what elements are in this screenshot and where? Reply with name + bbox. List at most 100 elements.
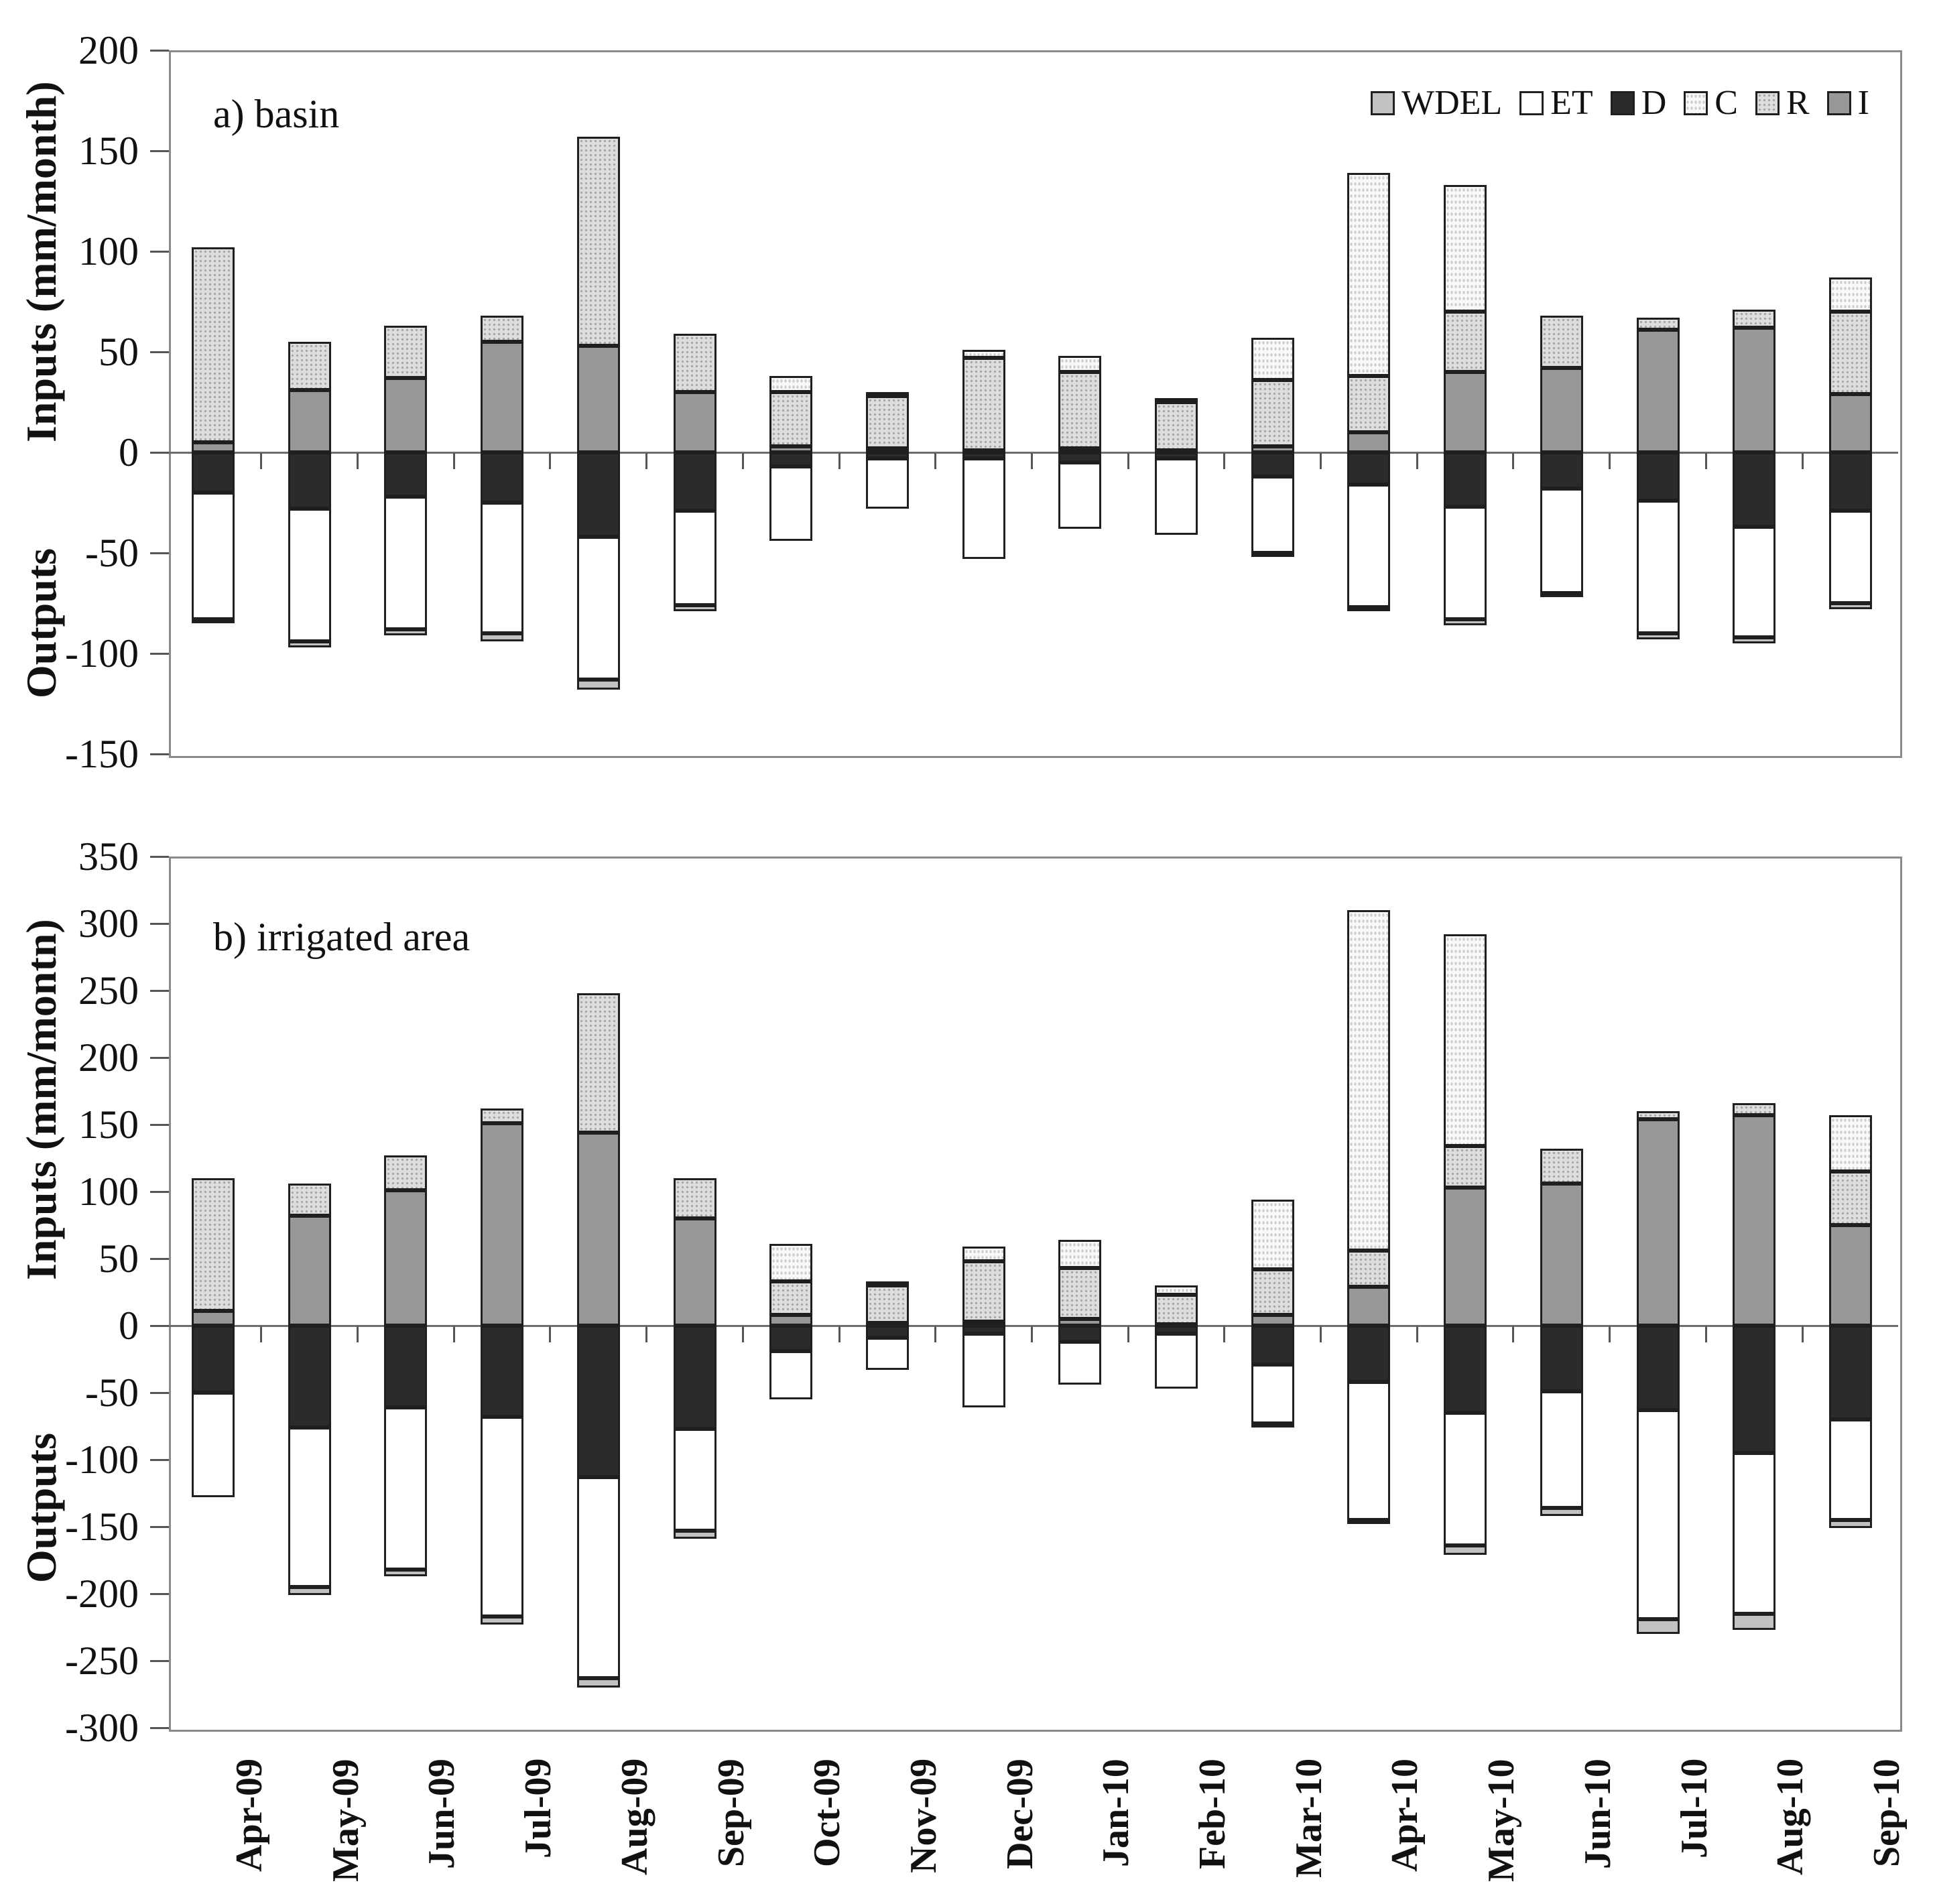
bar-segment-I xyxy=(962,1322,1005,1326)
x-axis-label: May-10 xyxy=(1481,1759,1523,1882)
bar-segment-R xyxy=(1347,1251,1391,1287)
bar-segment-C xyxy=(1058,1240,1102,1268)
y-tick-label: -150 xyxy=(65,732,139,776)
zero-axis-line xyxy=(169,1324,1898,1327)
y-tick xyxy=(150,989,169,992)
panel-a-title: a) basin xyxy=(213,92,340,136)
bar-segment-ET xyxy=(673,1429,716,1531)
bar-segment-D xyxy=(1155,1326,1198,1334)
y-tick xyxy=(150,1257,169,1260)
bar-segment-C xyxy=(1251,338,1294,380)
bar-segment-D xyxy=(1636,452,1680,501)
bar-segment-WDEL xyxy=(1347,1520,1391,1524)
x-tick xyxy=(1416,1326,1418,1342)
bar-segment-C xyxy=(1251,1200,1294,1269)
x-tick xyxy=(1223,453,1226,469)
x-tick xyxy=(357,1326,359,1342)
bar-segment-WDEL xyxy=(576,1678,620,1688)
bar-segment-R xyxy=(1733,310,1776,328)
x-axis-label: Aug-09 xyxy=(613,1758,656,1875)
legend-label-I: I xyxy=(1857,84,1869,122)
bar-segment-ET xyxy=(1540,1391,1583,1508)
legend-label-R: R xyxy=(1786,84,1810,122)
x-tick xyxy=(1609,1326,1611,1342)
y-tick-label: 0 xyxy=(119,1304,139,1348)
y-tick xyxy=(150,1190,169,1193)
x-tick xyxy=(1512,1326,1515,1342)
y-tick xyxy=(150,1123,169,1126)
x-tick xyxy=(838,1326,840,1342)
y-tick-label: 50 xyxy=(99,1236,139,1281)
bar-segment-D xyxy=(192,1326,235,1393)
legend-swatch-R xyxy=(1755,91,1780,115)
bar-segment-I xyxy=(1444,1188,1487,1326)
y-tick-label: 150 xyxy=(78,129,139,173)
bar-segment-D xyxy=(673,452,716,511)
y-tick xyxy=(150,351,169,353)
x-axis-label: Jun-10 xyxy=(1576,1759,1619,1869)
bar-segment-WDEL xyxy=(1347,607,1391,611)
bar-segment-I xyxy=(192,442,235,452)
bar-segment-R xyxy=(865,1285,909,1323)
bar-segment-D xyxy=(865,1326,909,1338)
bar-segment-C xyxy=(962,1247,1005,1261)
bar-segment-I xyxy=(1058,1319,1102,1326)
x-tick xyxy=(1320,1326,1322,1342)
x-axis-label: Jul-10 xyxy=(1673,1758,1715,1858)
bar-segment-I xyxy=(481,1123,524,1326)
x-tick xyxy=(452,1326,455,1342)
bar-segment-WDEL xyxy=(673,605,716,611)
bar-segment-R xyxy=(1733,1103,1776,1115)
bar-segment-C xyxy=(1347,910,1391,1251)
bar-segment-ET xyxy=(1155,1334,1198,1389)
bar-segment-D xyxy=(1828,452,1872,511)
bar-segment-D xyxy=(384,452,428,497)
bar-segment-ET xyxy=(1828,511,1872,603)
bar-segment-ET xyxy=(384,1407,428,1570)
bar-segment-ET xyxy=(865,1338,909,1370)
bar-segment-I xyxy=(384,1190,428,1326)
bar-segment-C xyxy=(1347,173,1391,376)
bar-segment-R xyxy=(1347,376,1391,432)
bar-segment-I xyxy=(1347,1287,1391,1326)
bar-segment-WDEL xyxy=(1733,1614,1776,1630)
legend-swatch-WDEL xyxy=(1371,91,1395,115)
bar-segment-C xyxy=(769,376,813,392)
bar-segment-WDEL xyxy=(1540,593,1583,597)
bar-segment-R xyxy=(576,137,620,346)
x-tick xyxy=(741,453,744,469)
bar-segment-WDEL xyxy=(1251,1423,1294,1427)
bar-segment-R xyxy=(384,1155,428,1190)
bar-segment-ET xyxy=(1347,1382,1391,1520)
bar-segment-R xyxy=(1251,380,1294,446)
bar-segment-WDEL xyxy=(1636,1619,1680,1634)
bar-segment-R xyxy=(1540,1149,1583,1184)
bar-segment-I xyxy=(865,448,909,452)
bar-segment-ET xyxy=(288,509,331,641)
bar-segment-R xyxy=(1444,1146,1487,1188)
bar-segment-I xyxy=(1733,1115,1776,1326)
bar-segment-R xyxy=(962,358,1005,450)
bar-segment-R xyxy=(481,1108,524,1123)
bar-segment-C xyxy=(1828,277,1872,312)
bar-segment-D xyxy=(576,452,620,537)
x-tick xyxy=(1704,453,1707,469)
y-tick xyxy=(150,652,169,655)
x-axis-label: Apr-09 xyxy=(229,1758,270,1872)
bar-segment-R xyxy=(1636,318,1680,330)
y-tick xyxy=(150,1324,169,1327)
bar-segment-D xyxy=(1540,452,1583,489)
y-tick xyxy=(150,451,169,454)
bar-segment-I xyxy=(1540,1184,1583,1326)
x-tick xyxy=(645,1326,648,1342)
bar-segment-C xyxy=(1155,398,1198,402)
bar-segment-R xyxy=(769,1281,813,1315)
x-tick xyxy=(357,453,359,469)
legend-swatch-C xyxy=(1684,91,1708,115)
bar-segment-D xyxy=(1251,1326,1294,1364)
zero-axis-line xyxy=(169,451,1898,454)
legend-item-ET: ET xyxy=(1519,86,1593,121)
bar-segment-D xyxy=(1444,452,1487,507)
bar-segment-D xyxy=(1058,452,1102,462)
